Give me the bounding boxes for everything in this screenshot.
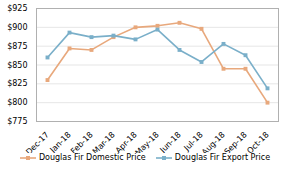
svg-text:$850: $850 bbox=[7, 61, 27, 70]
svg-text:Mar-18: Mar-18 bbox=[91, 130, 117, 153]
svg-text:$875: $875 bbox=[7, 42, 27, 51]
svg-text:May-18: May-18 bbox=[134, 130, 161, 153]
html-text:Douglas Fir Domestic Price: Douglas Fir Domestic Price bbox=[38, 153, 146, 162]
svg-text:Dec-17: Dec-17 bbox=[24, 130, 51, 153]
svg-text:$775: $775 bbox=[7, 117, 27, 126]
svg-text:$800: $800 bbox=[7, 98, 27, 107]
svg-text:$925: $925 bbox=[7, 4, 27, 13]
svg-text:$825: $825 bbox=[7, 79, 27, 88]
svg-text:Jun-18: Jun-18 bbox=[158, 130, 183, 153]
html-text:Douglas Fir Export Price: Douglas Fir Export Price bbox=[174, 153, 271, 162]
svg-text:Oct-18: Oct-18 bbox=[245, 130, 270, 153]
svg-text:$900: $900 bbox=[7, 23, 27, 32]
